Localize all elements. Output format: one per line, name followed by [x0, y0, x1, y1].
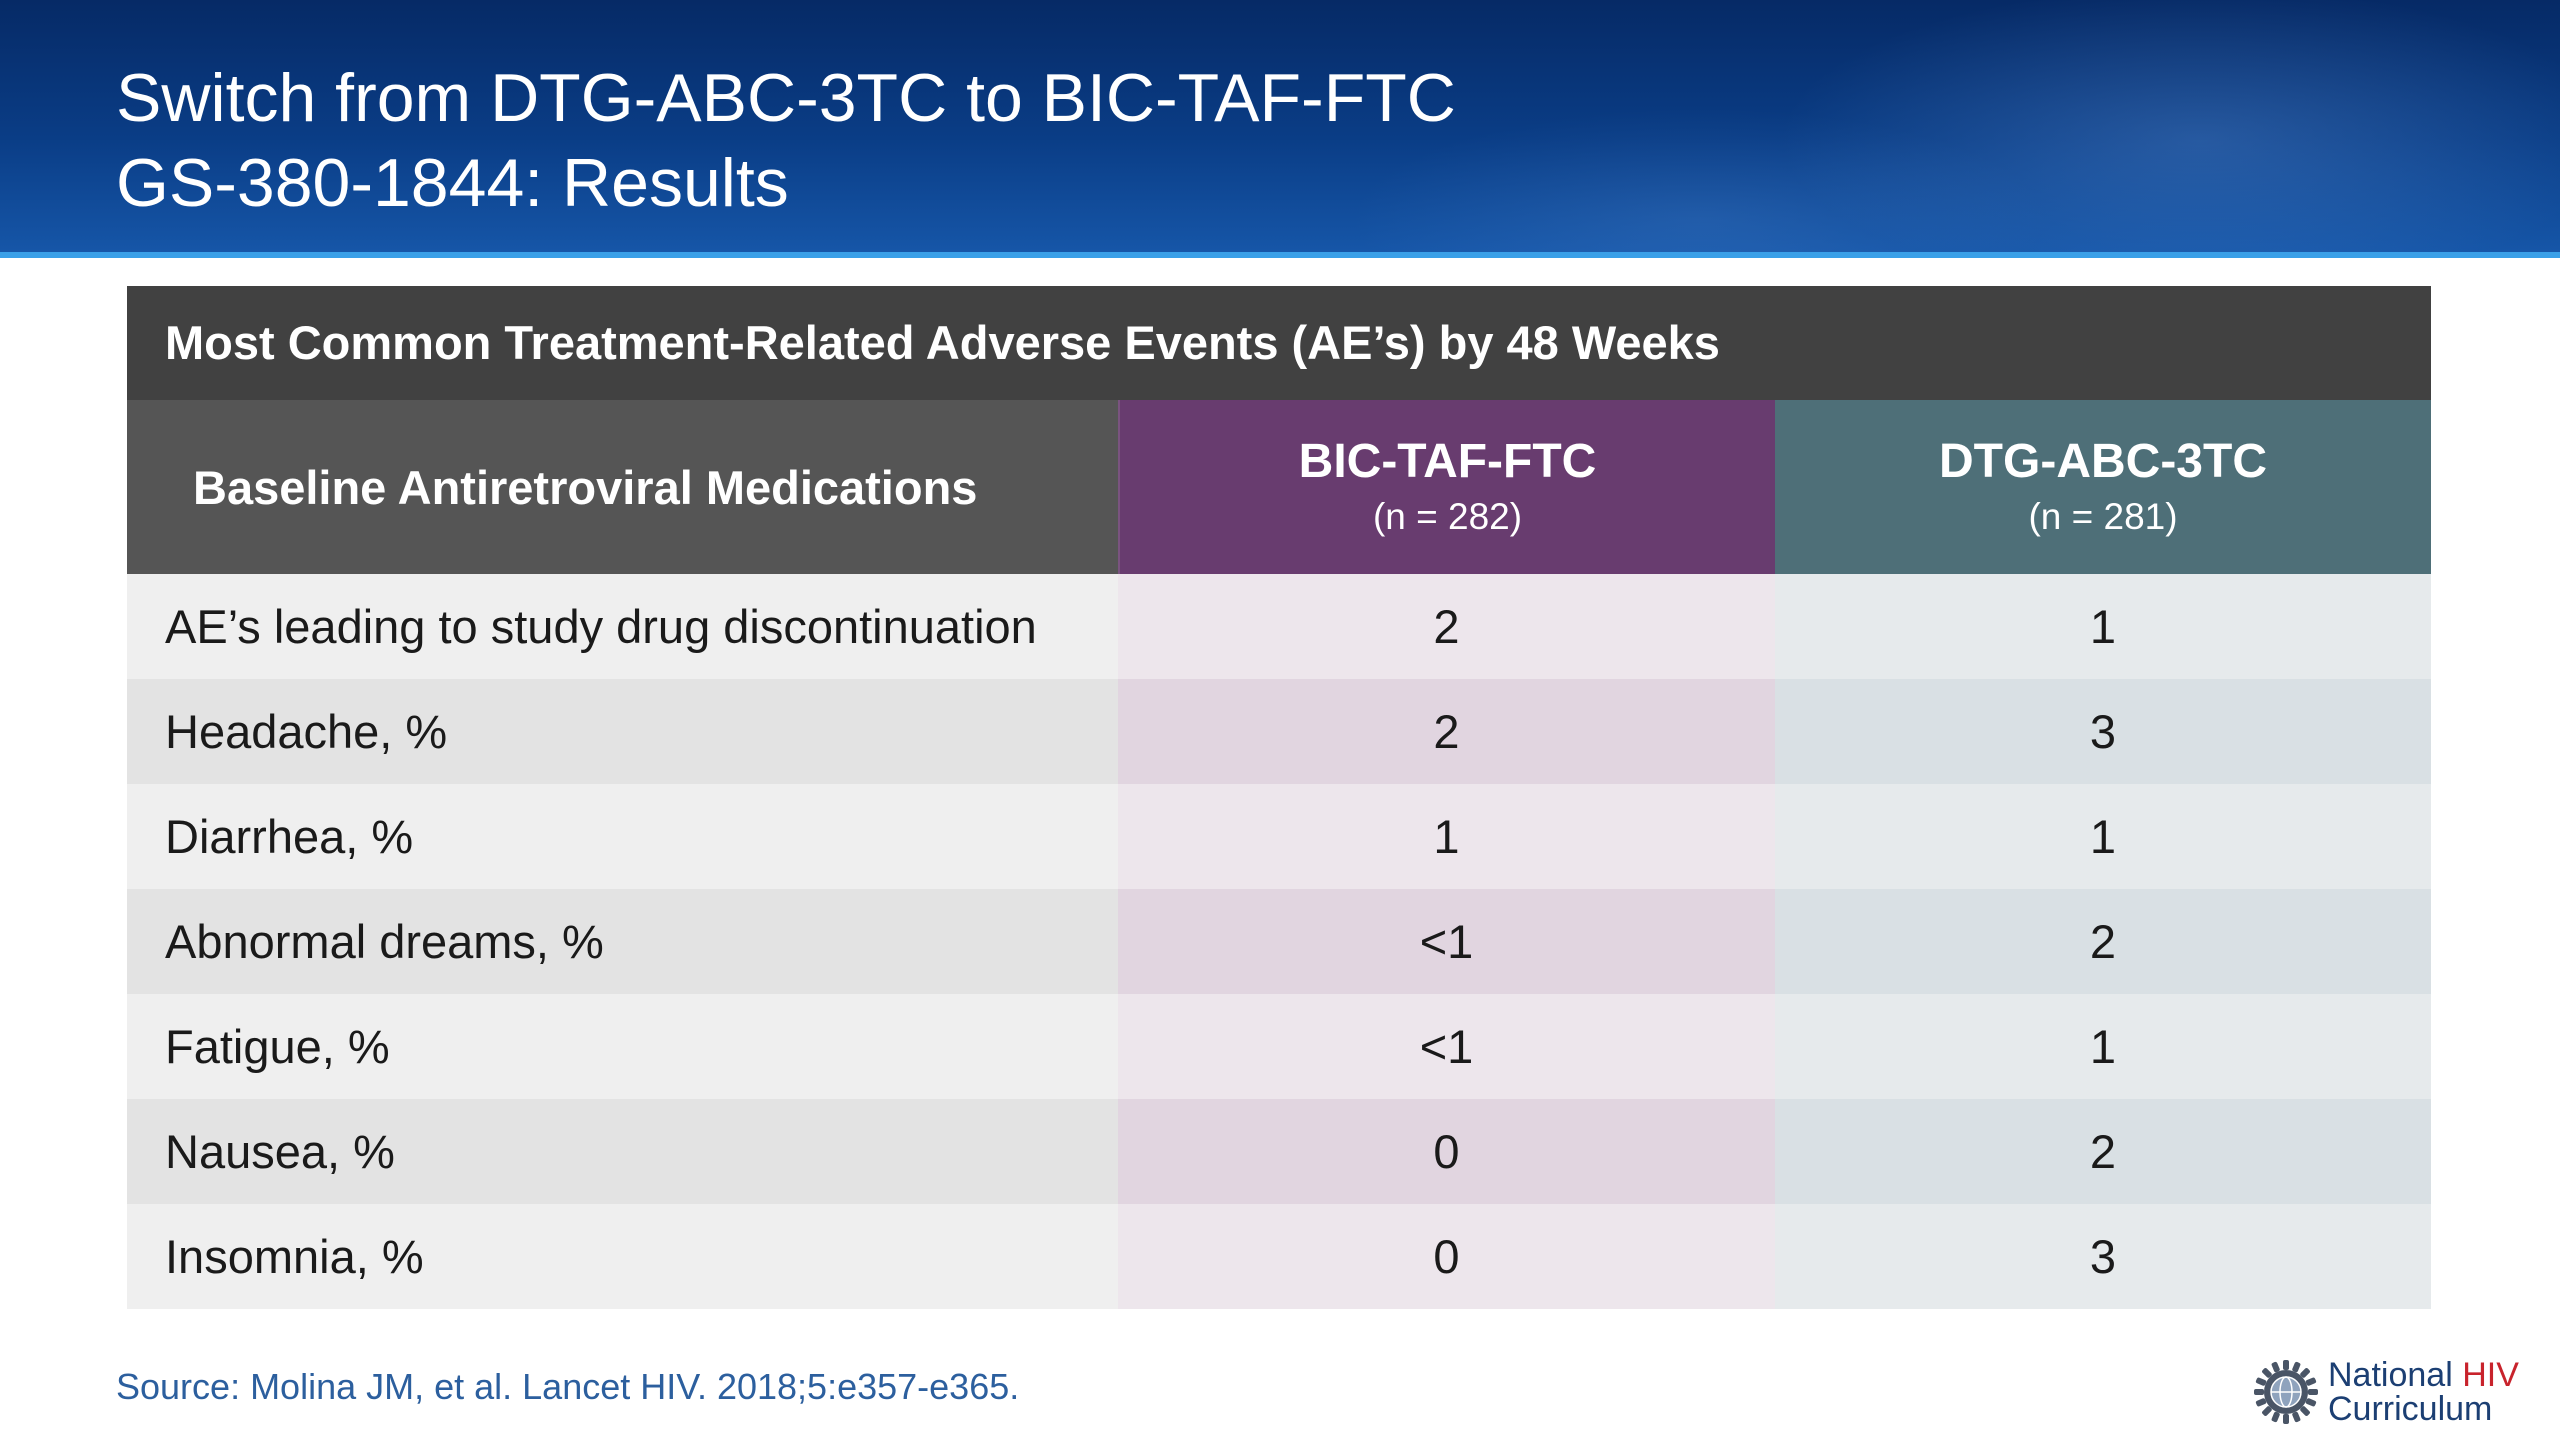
row-dtg-value: 1: [1775, 784, 2431, 889]
banner-divider: [0, 252, 2560, 258]
source-citation: Source: Molina JM, et al. Lancet HIV. 20…: [116, 1366, 1020, 1407]
header-bic-taf-ftc: BIC-TAF-FTC (n = 282): [1118, 400, 1775, 574]
row-label: Abnormal dreams, %: [127, 889, 1118, 994]
table-row: Nausea, % 0 2: [127, 1099, 2431, 1204]
row-dtg-value: 3: [1775, 1204, 2431, 1309]
row-dtg-value: 1: [1775, 574, 2431, 679]
row-bic-value: <1: [1118, 994, 1775, 1099]
slide-title-line1: Switch from DTG-ABC-3TC to BIC-TAF-FTC: [116, 60, 1456, 136]
gear-globe-icon: [2254, 1360, 2318, 1424]
slide-title-line2: GS-380-1844: Results: [116, 145, 789, 221]
table-row: Diarrhea, % 1 1: [127, 784, 2431, 889]
row-dtg-value: 3: [1775, 679, 2431, 784]
table-row: Insomnia, % 0 3: [127, 1204, 2431, 1309]
logo-wordmark: National HIV Curriculum: [2328, 1358, 2519, 1426]
row-dtg-value: 1: [1775, 994, 2431, 1099]
row-label: Fatigue, %: [127, 994, 1118, 1099]
table-row: Abnormal dreams, % <1 2: [127, 889, 2431, 994]
header-dtg-name: DTG-ABC-3TC: [1939, 435, 2267, 488]
row-dtg-value: 2: [1775, 889, 2431, 994]
row-label: Nausea, %: [127, 1099, 1118, 1204]
table-title: Most Common Treatment-Related Adverse Ev…: [127, 286, 2431, 400]
slide-title: Switch from DTG-ABC-3TC to BIC-TAF-FTC G…: [116, 56, 2416, 226]
row-bic-value: <1: [1118, 889, 1775, 994]
row-bic-value: 2: [1118, 574, 1775, 679]
logo-national: National: [2328, 1356, 2453, 1394]
adverse-events-table: Most Common Treatment-Related Adverse Ev…: [127, 286, 2431, 1309]
table-header-row: Baseline Antiretroviral Medications BIC-…: [127, 400, 2431, 574]
table-row: AE’s leading to study drug discontinuati…: [127, 574, 2431, 679]
table-row: Fatigue, % <1 1: [127, 994, 2431, 1099]
header-dtg-n: (n = 281): [2028, 496, 2178, 537]
header-bic-n: (n = 282): [1372, 496, 1523, 537]
header-medications: Baseline Antiretroviral Medications: [127, 400, 1118, 574]
row-label: Diarrhea, %: [127, 784, 1118, 889]
row-bic-value: 0: [1118, 1099, 1775, 1204]
logo-hiv: HIV: [2462, 1356, 2519, 1394]
row-dtg-value: 2: [1775, 1099, 2431, 1204]
table-row: Headache, % 2 3: [127, 679, 2431, 784]
header-bic-name: BIC-TAF-FTC: [1298, 435, 1597, 488]
logo-curriculum: Curriculum: [2328, 1390, 2493, 1428]
row-label: Headache, %: [127, 679, 1118, 784]
row-bic-value: 1: [1118, 784, 1775, 889]
row-bic-value: 2: [1118, 679, 1775, 784]
header-dtg-abc-3tc: DTG-ABC-3TC (n = 281): [1775, 400, 2431, 574]
row-bic-value: 0: [1118, 1204, 1775, 1309]
row-label: Insomnia, %: [127, 1204, 1118, 1309]
nhc-logo: National HIV Curriculum: [2252, 1352, 2552, 1432]
title-banner: [0, 0, 2560, 252]
row-label: AE’s leading to study drug discontinuati…: [127, 574, 1118, 679]
